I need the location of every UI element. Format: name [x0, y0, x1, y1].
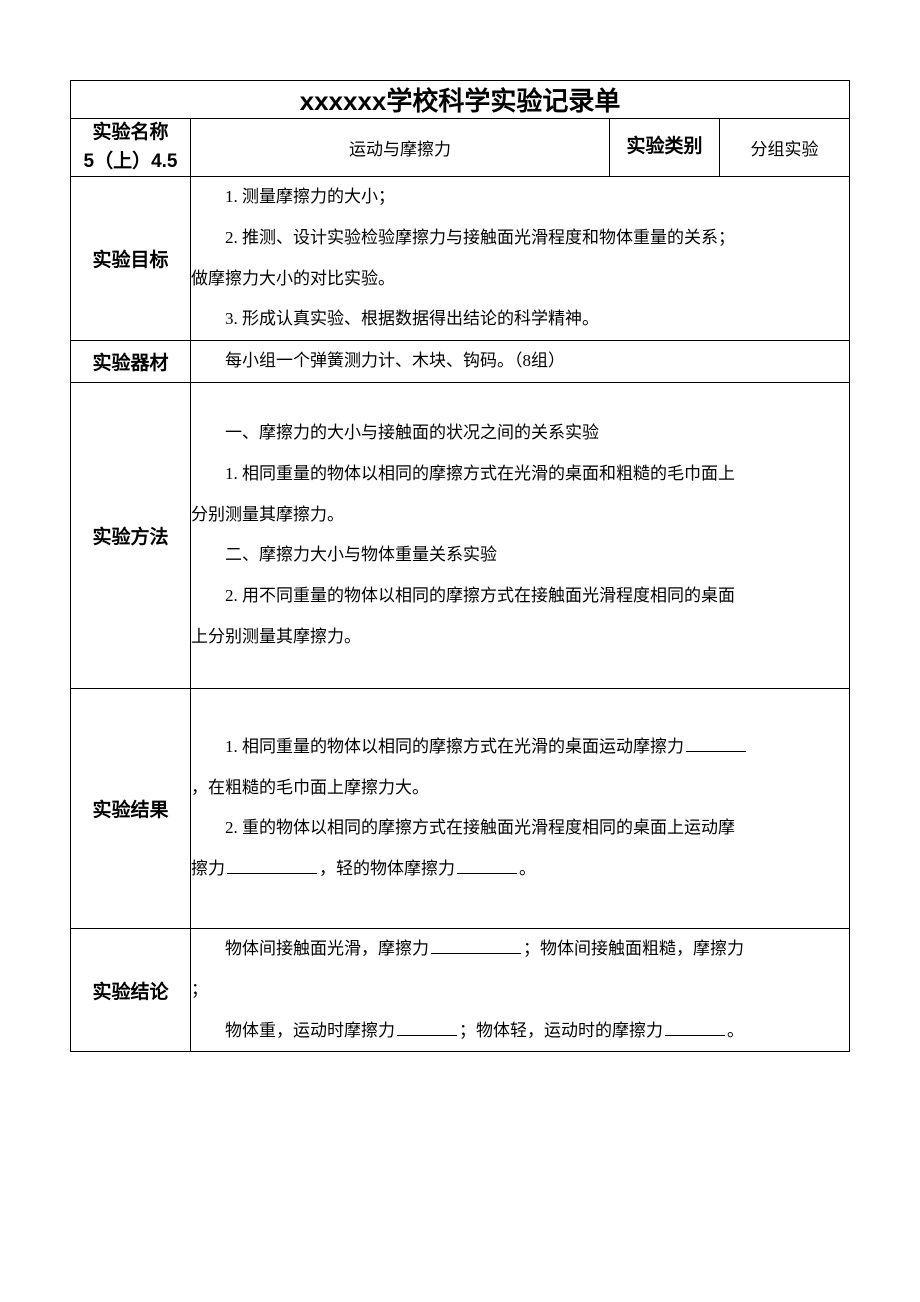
- result-line1a: 1. 相同重量的物体以相同的摩擦方式在光滑的桌面运动摩擦力: [225, 737, 684, 756]
- blank-fill[interactable]: [457, 857, 517, 874]
- result-line1b: ，在粗糙的毛巾面上摩擦力大。: [191, 768, 849, 809]
- method-content: 一、摩擦力的大小与接触面的状况之间的关系实验 1. 相同重量的物体以相同的摩擦方…: [191, 382, 850, 688]
- result-line2b-mid: ，轻的物体摩擦力: [319, 859, 455, 878]
- blank-fill[interactable]: [431, 937, 521, 954]
- conclusion-line2: 物体重，运动时摩擦力 ；物体轻，运动时的摩擦力 。: [191, 1011, 849, 1052]
- name-label-line2: 5（上）4.5: [84, 151, 178, 172]
- method-item2a: 2. 用不同重量的物体以相同的摩擦方式在接触面光滑程度相同的桌面: [191, 576, 849, 617]
- conclusion-line2a: 物体重，运动时摩擦力: [225, 1021, 395, 1040]
- experiment-name-value: 运动与摩擦力: [191, 119, 610, 177]
- conclusion-label: 实验结论: [71, 928, 191, 1051]
- result-line1: 1. 相同重量的物体以相同的摩擦方式在光滑的桌面运动摩擦力: [191, 727, 849, 768]
- conclusion-content: 物体间接触面光滑，摩擦力 ；物体间接触面粗糙，摩擦力 ； 物体重，运动时摩擦力 ；物…: [191, 928, 850, 1051]
- result-line2b: 擦力 ，轻的物体摩擦力 。: [191, 849, 849, 890]
- conclusion-line2c: 。: [727, 1021, 744, 1040]
- method-item1a: 1. 相同重量的物体以相同的摩擦方式在光滑的桌面和粗糙的毛巾面上: [191, 454, 849, 495]
- result-line2b-pre: 擦力: [191, 859, 225, 878]
- method-heading1: 一、摩擦力的大小与接触面的状况之间的关系实验: [191, 413, 849, 454]
- conclusion-line1: 物体间接触面光滑，摩擦力 ；物体间接触面粗糙，摩擦力: [191, 929, 849, 970]
- blank-fill[interactable]: [686, 735, 746, 752]
- conclusion-line1a: 物体间接触面光滑，摩擦力: [225, 939, 429, 958]
- experiment-type-label: 实验类别: [610, 119, 720, 177]
- experiment-name-label: 实验名称 5（上）4.5: [71, 119, 191, 177]
- equipment-text: 每小组一个弹簧测力计、木块、钩码。（8组）: [191, 341, 849, 382]
- conclusion-line1c: ；: [191, 970, 849, 1011]
- method-item1b: 分别测量其摩擦力。: [191, 495, 849, 536]
- method-label: 实验方法: [71, 382, 191, 688]
- blank-fill[interactable]: [227, 857, 317, 874]
- goal-line3: 3. 形成认真实验、根据数据得出结论的科学精神。: [191, 299, 849, 340]
- goal-line1: 1. 测量摩擦力的大小；: [191, 177, 849, 218]
- goal-line2: 2. 推测、设计实验检验摩擦力与接触面光滑程度和物体重量的关系；: [191, 218, 849, 259]
- experiment-type-value: 分组实验: [720, 119, 850, 177]
- result-label: 实验结果: [71, 688, 191, 928]
- result-line2b-post: 。: [519, 859, 536, 878]
- goal-content: 1. 测量摩擦力的大小； 2. 推测、设计实验检验摩擦力与接触面光滑程度和物体重…: [191, 177, 850, 341]
- blank-fill[interactable]: [665, 1019, 725, 1036]
- goal-line2b: 做摩擦力大小的对比实验。: [191, 259, 849, 300]
- conclusion-line2b: ；物体轻，运动时的摩擦力: [459, 1021, 663, 1040]
- experiment-record-table: xxxxxx学校科学实验记录单 实验名称 5（上）4.5 运动与摩擦力 实验类别…: [70, 80, 850, 1052]
- blank-fill[interactable]: [397, 1019, 457, 1036]
- name-label-line1: 实验名称: [92, 122, 168, 143]
- conclusion-line1b: ；物体间接触面粗糙，摩擦力: [523, 939, 744, 958]
- goal-label: 实验目标: [71, 177, 191, 341]
- equipment-content: 每小组一个弹簧测力计、木块、钩码。（8组）: [191, 341, 850, 383]
- method-item2b: 上分别测量其摩擦力。: [191, 617, 849, 658]
- result-content: 1. 相同重量的物体以相同的摩擦方式在光滑的桌面运动摩擦力 ，在粗糙的毛巾面上摩…: [191, 688, 850, 928]
- document-title: xxxxxx学校科学实验记录单: [71, 81, 850, 119]
- equipment-label: 实验器材: [71, 341, 191, 383]
- method-heading2: 二、摩擦力大小与物体重量关系实验: [191, 535, 849, 576]
- result-line2a: 2. 重的物体以相同的摩擦方式在接触面光滑程度相同的桌面上运动摩: [191, 808, 849, 849]
